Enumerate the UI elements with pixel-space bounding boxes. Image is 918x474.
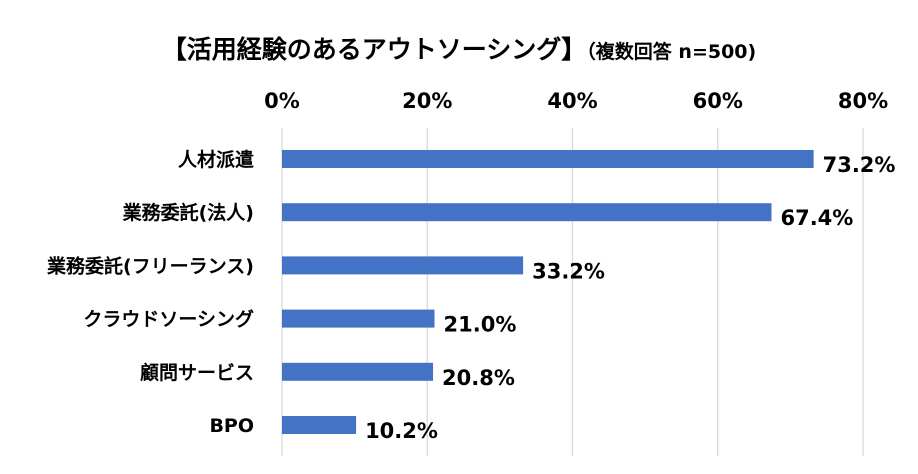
data-label: 67.4%: [780, 206, 853, 230]
data-label: 33.2%: [532, 259, 605, 283]
chart-title-sub: （複数回答 n=500): [586, 41, 757, 63]
data-label: 20.8%: [442, 366, 515, 390]
bar: [282, 416, 357, 434]
x-tick-label: 40%: [547, 89, 597, 113]
category-label: 業務委託(フリーランス): [46, 254, 254, 277]
data-label: 21.0%: [444, 313, 517, 337]
category-label: クラウドソーシング: [83, 308, 254, 331]
category-label: BPO: [209, 415, 254, 437]
bar: [282, 309, 435, 328]
chart-title: 【活用経験のあるアウトソーシング】（複数回答 n=500): [0, 30, 918, 66]
bar: [282, 362, 434, 381]
chart-title-main: 【活用経験のあるアウトソーシング】: [161, 35, 587, 64]
x-tick-label: 20%: [402, 89, 452, 113]
bars: [282, 150, 814, 434]
bar: [282, 150, 814, 168]
data-label: 10.2%: [365, 419, 438, 443]
data-labels: 73.2% 67.4% 33.2% 21.0% 20.8% 10.2%: [365, 153, 895, 443]
data-label: 73.2%: [823, 153, 896, 177]
bar: [282, 203, 772, 222]
x-axis-tick-labels: 0% 20% 40% 60% 80%: [264, 89, 888, 113]
x-tick-label: 0%: [264, 89, 300, 113]
category-label: 業務委託(法人): [122, 201, 254, 224]
x-tick-label: 80%: [838, 89, 888, 113]
category-label: 人材派遣: [178, 148, 254, 171]
bar: [282, 256, 524, 275]
x-tick-label: 60%: [693, 89, 743, 113]
category-label: 顧問サービス: [140, 361, 254, 384]
gridlines: [281, 128, 864, 456]
